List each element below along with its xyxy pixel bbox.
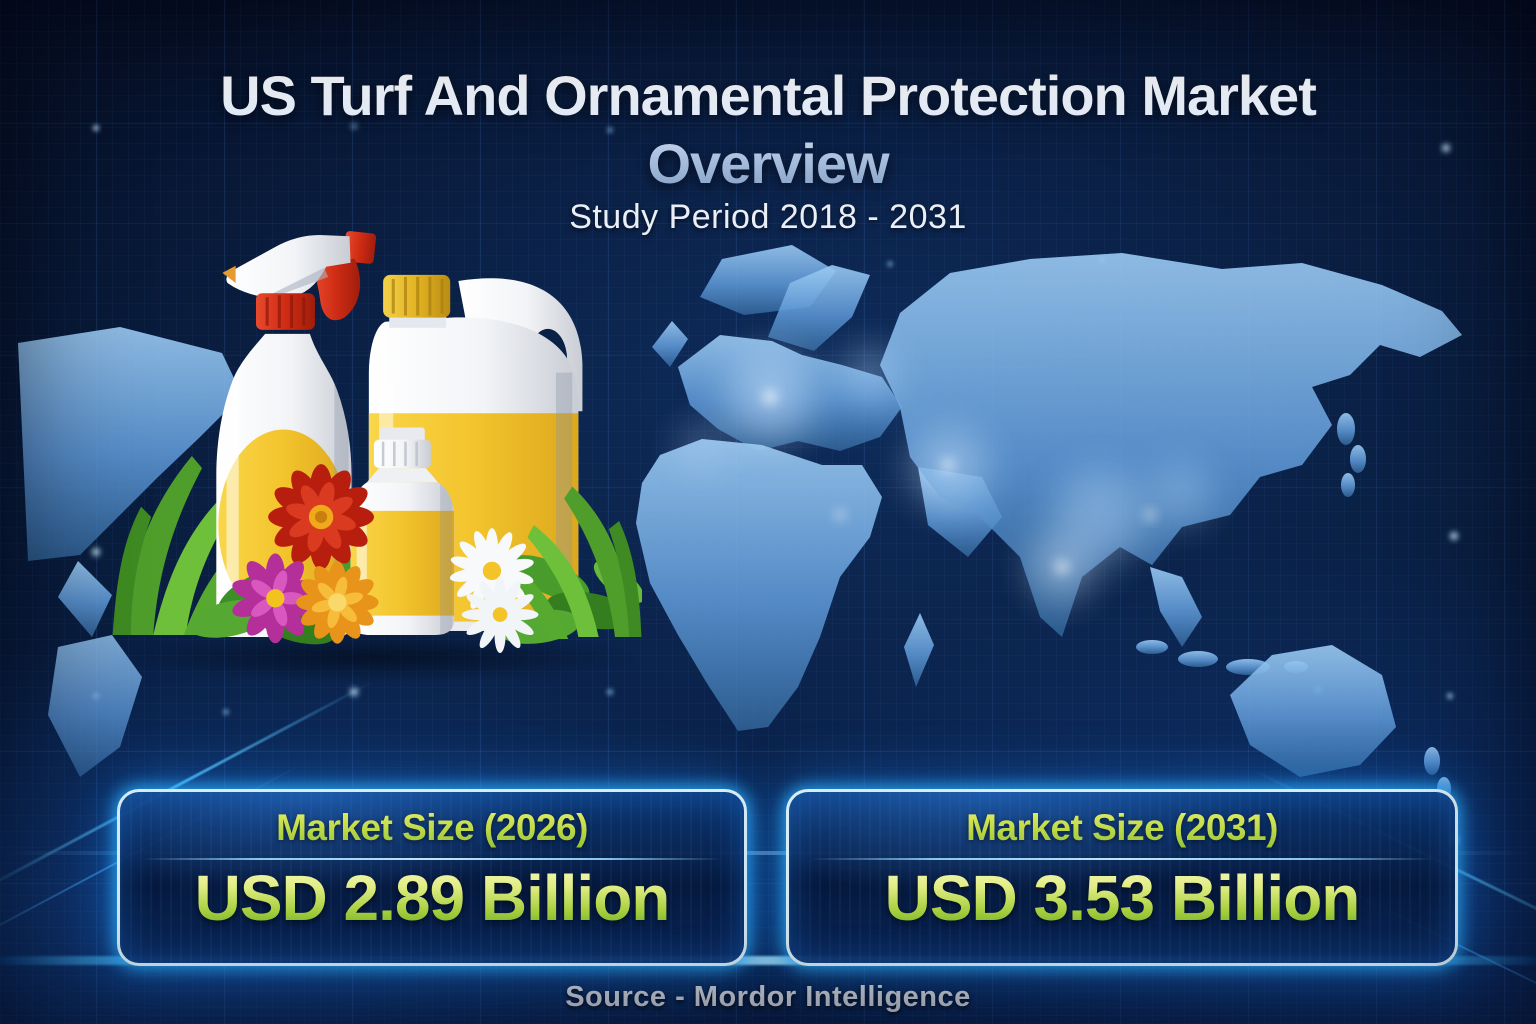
card-divider xyxy=(142,858,722,860)
card-divider xyxy=(811,858,1433,860)
source-attribution: Source - Mordor Intelligence xyxy=(565,981,971,1013)
page-title: US Turf And Ornamental Protection Market… xyxy=(148,62,1388,199)
ground-shadow xyxy=(122,632,636,682)
background-sparkles xyxy=(0,0,4,4)
small-bottle xyxy=(350,427,455,635)
study-period: Study Period 2018 - 2031 xyxy=(569,198,967,236)
card-value: USD 2.89 Billion xyxy=(120,864,744,932)
card-value: USD 3.53 Billion xyxy=(789,864,1455,932)
pink-flower xyxy=(229,553,321,644)
products-illustration xyxy=(112,231,642,682)
orange-flower xyxy=(296,561,379,644)
world-map xyxy=(18,245,1462,801)
market-size-card-2031: Market Size (2031) USD 3.53 Billion xyxy=(786,789,1458,966)
daisy-flowers xyxy=(448,528,539,654)
market-size-card-2026: Market Size (2026) USD 2.89 Billion xyxy=(117,789,747,966)
red-flower xyxy=(268,464,374,570)
card-label: Market Size (2031) xyxy=(789,807,1455,849)
map-glow-spots xyxy=(680,349,1210,597)
card-label: Market Size (2026) xyxy=(120,807,744,849)
